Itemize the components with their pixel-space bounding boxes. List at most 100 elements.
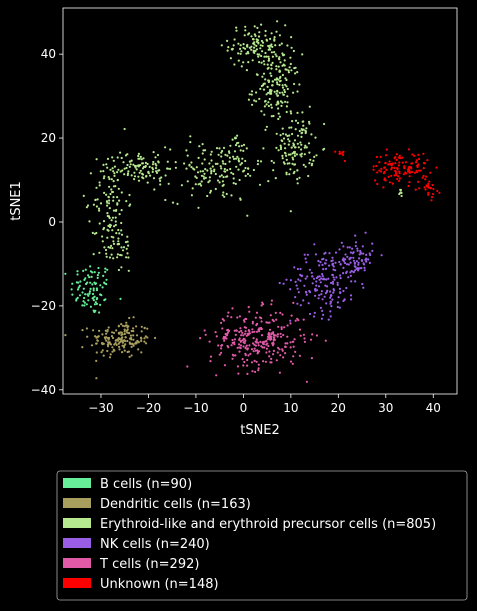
data-point [228, 151, 231, 154]
data-point [251, 322, 254, 325]
data-point [338, 306, 341, 309]
data-point [281, 52, 284, 55]
data-point [91, 271, 94, 274]
data-point [164, 198, 167, 202]
data-point [314, 287, 317, 290]
data-point [256, 163, 259, 166]
data-point [194, 183, 197, 186]
data-point [126, 153, 129, 156]
data-point [320, 290, 323, 293]
x-tick-label: 40 [426, 401, 441, 415]
data-point [288, 126, 291, 129]
data-point [274, 334, 277, 337]
data-point [288, 162, 291, 165]
data-point [294, 296, 297, 299]
data-point [275, 65, 278, 68]
data-point [199, 170, 202, 173]
data-point [118, 345, 121, 348]
legend-swatch [63, 518, 91, 528]
data-point [364, 231, 367, 234]
data-point [276, 20, 279, 23]
data-point [297, 278, 300, 281]
data-point [109, 168, 112, 171]
data-point [84, 293, 87, 296]
data-point [95, 377, 98, 380]
data-point [230, 194, 233, 197]
data-point [268, 321, 271, 324]
data-point [280, 326, 283, 329]
data-point [264, 29, 267, 33]
data-point [210, 159, 213, 162]
data-point [323, 278, 326, 281]
data-point [251, 331, 254, 334]
data-point [102, 170, 105, 173]
data-point [259, 340, 262, 343]
data-point [260, 110, 263, 113]
data-point [266, 321, 269, 324]
data-point [283, 162, 286, 165]
data-point [126, 163, 129, 167]
data-point [105, 163, 108, 166]
data-point [411, 153, 414, 156]
data-point [267, 104, 270, 108]
data-point [83, 296, 86, 300]
data-point [99, 170, 102, 173]
data-point [220, 44, 223, 47]
data-point [371, 242, 374, 245]
data-point [281, 86, 285, 89]
data-point [276, 333, 280, 336]
data-point [294, 119, 298, 122]
data-point [324, 284, 327, 287]
data-point [301, 53, 304, 56]
data-point [195, 176, 198, 179]
data-point [408, 171, 411, 174]
data-point [231, 357, 234, 360]
data-point [398, 154, 401, 157]
data-point [285, 154, 288, 157]
data-point [269, 361, 272, 364]
data-point [85, 327, 88, 330]
data-point [222, 191, 225, 194]
data-point [270, 32, 273, 35]
data-point [156, 153, 160, 157]
data-point [139, 155, 142, 158]
x-tick-label: 0 [240, 401, 248, 415]
data-point [296, 182, 299, 185]
data-point [112, 159, 115, 162]
data-point [305, 261, 308, 264]
data-point [105, 339, 108, 342]
data-point [243, 332, 247, 335]
data-point [352, 270, 355, 274]
data-point [329, 300, 332, 303]
data-point [169, 167, 172, 170]
data-point [303, 253, 306, 256]
data-point [352, 251, 355, 254]
data-point [302, 299, 305, 302]
data-point [118, 213, 121, 216]
data-point [92, 299, 95, 302]
data-point [391, 182, 394, 185]
data-point [128, 193, 131, 197]
data-point [247, 329, 250, 332]
data-point [76, 273, 79, 276]
data-point [278, 34, 281, 37]
data-point [236, 365, 239, 368]
data-point [268, 355, 271, 358]
data-point [263, 55, 266, 58]
data-point [255, 330, 259, 333]
x-tick-label: −10 [183, 401, 208, 415]
data-point [106, 157, 110, 160]
data-point [126, 339, 129, 343]
data-point [114, 342, 117, 345]
data-point [286, 95, 289, 98]
data-point [284, 68, 287, 71]
data-point [238, 338, 241, 341]
data-point [253, 33, 256, 36]
data-point [270, 63, 273, 66]
data-point [149, 174, 152, 177]
data-point [208, 340, 211, 343]
data-point [281, 157, 284, 160]
data-point [106, 349, 109, 353]
data-point [257, 42, 260, 45]
data-point [429, 171, 432, 174]
